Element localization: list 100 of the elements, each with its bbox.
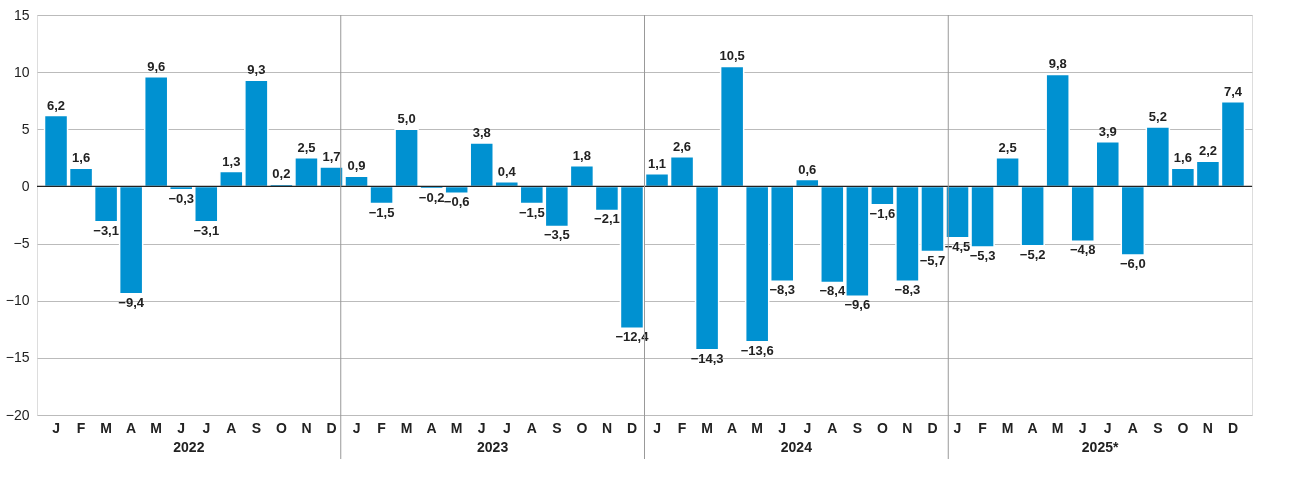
x-tick-label: A <box>226 419 237 436</box>
y-tick-label: 0 <box>21 177 30 194</box>
bar <box>369 185 394 205</box>
data-label: 5,2 <box>1148 109 1167 124</box>
data-label: −4,8 <box>1069 242 1096 258</box>
x-tick-label: J <box>778 419 787 436</box>
data-label: −12,4 <box>615 329 650 345</box>
x-tick-label: A <box>1127 419 1138 436</box>
data-label: 1,6 <box>72 150 91 166</box>
x-tick-label: J <box>177 419 186 436</box>
bar <box>1045 73 1070 188</box>
data-label: −5,7 <box>919 252 946 268</box>
data-label: 1,6 <box>1173 150 1192 166</box>
data-label: 0,9 <box>347 158 366 174</box>
x-tick-label: J <box>1103 419 1112 436</box>
x-tick-label: F <box>76 419 86 436</box>
x-tick-label: D <box>1227 419 1239 436</box>
bar <box>694 185 720 351</box>
data-label: 2,2 <box>1198 143 1217 159</box>
x-tick-label: N <box>301 419 312 436</box>
data-label: 3,9 <box>1098 123 1117 139</box>
data-label: −1,5 <box>368 204 395 220</box>
x-tick-label: N <box>902 419 913 436</box>
data-label: −14,3 <box>690 350 724 366</box>
data-label: −13,6 <box>740 342 774 358</box>
x-tick-label: J <box>1078 419 1087 436</box>
data-label: −5,3 <box>969 248 996 263</box>
bar <box>143 75 169 188</box>
x-tick-label: D <box>326 419 337 436</box>
data-label: 10,5 <box>719 48 745 64</box>
x-tick-label: O <box>1177 419 1189 436</box>
data-label: 0,6 <box>798 161 817 177</box>
data-label: 6,2 <box>46 97 66 113</box>
y-tick-label: −15 <box>5 349 30 366</box>
data-label: −0,3 <box>168 190 195 206</box>
y-tick-label: 10 <box>13 63 30 80</box>
x-tick-label: A <box>126 419 137 436</box>
data-label: 7,4 <box>1223 83 1243 99</box>
data-label: −3,1 <box>93 222 119 238</box>
x-tick-label: F <box>377 419 387 436</box>
data-label: −1,5 <box>518 204 545 220</box>
bar <box>1095 141 1121 188</box>
text: 2023 <box>477 439 509 455</box>
y-tick-label: −5 <box>13 235 30 252</box>
data-label: −3,1 <box>193 222 220 238</box>
data-label: −8,3 <box>769 282 796 298</box>
x-tick-label: O <box>275 419 287 436</box>
x-tick-label: D <box>626 419 638 436</box>
x-tick-label: M <box>1051 419 1064 436</box>
x-tick-label: M <box>100 419 112 436</box>
data-label: −3,5 <box>544 227 570 243</box>
x-tick-label: J <box>352 419 361 436</box>
text: 2024 <box>780 439 813 455</box>
x-tick-label: M <box>150 419 163 436</box>
data-label: 2,5 <box>998 139 1017 155</box>
data-label: 2,6 <box>673 138 692 154</box>
x-tick-label: J <box>653 419 661 436</box>
data-label: 9,8 <box>1048 56 1067 72</box>
x-tick-label: M <box>450 419 463 436</box>
data-label: −8,3 <box>894 282 921 298</box>
data-label: −5,2 <box>1019 246 1046 262</box>
x-tick-label: M <box>701 419 713 436</box>
data-label: 5,0 <box>397 111 416 127</box>
text: 2025* <box>1081 439 1119 455</box>
bar <box>1020 185 1045 247</box>
x-tick-label: N <box>601 419 612 436</box>
x-tick-label: J <box>803 419 812 436</box>
data-label: −6,0 <box>1119 256 1146 271</box>
y-tick-label: 5 <box>21 120 30 137</box>
x-tick-label: N <box>1202 419 1213 436</box>
x-tick-label: A <box>827 419 838 436</box>
x-tick-label: S <box>852 419 863 436</box>
x-tick-label: S <box>552 419 562 436</box>
x-tick-label: F <box>978 419 988 436</box>
data-label: 2,5 <box>297 139 316 155</box>
x-tick-label: J <box>202 419 211 436</box>
x-tick-label: M <box>400 419 413 436</box>
x-tick-label: J <box>52 419 60 436</box>
x-tick-label: J <box>477 419 486 436</box>
y-tick-label: −20 <box>5 406 30 423</box>
data-label: 1,7 <box>322 149 341 164</box>
bar <box>1120 185 1146 256</box>
bar <box>719 65 745 188</box>
data-label: 0,4 <box>497 163 517 179</box>
bar <box>1070 185 1095 243</box>
x-tick-label: A <box>426 419 437 436</box>
x-tick-label: O <box>876 419 888 436</box>
x-tick-label: A <box>526 419 537 436</box>
x-tick-label: S <box>251 419 262 436</box>
x-tick-label: F <box>677 419 687 436</box>
data-label: −4,5 <box>944 238 971 254</box>
x-tick-label: J <box>953 419 962 436</box>
x-tick-label: A <box>1027 419 1038 436</box>
data-label: 3,8 <box>472 125 491 140</box>
bar <box>569 165 595 188</box>
data-label: −1,6 <box>869 205 896 221</box>
y-tick-label: −10 <box>5 292 30 309</box>
x-tick-label: M <box>751 419 764 436</box>
x-tick-label: S <box>1153 419 1163 436</box>
bar <box>394 128 419 188</box>
